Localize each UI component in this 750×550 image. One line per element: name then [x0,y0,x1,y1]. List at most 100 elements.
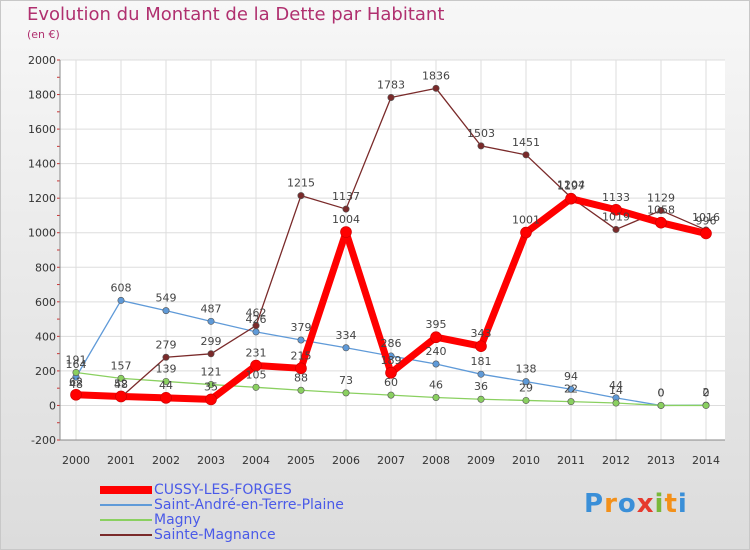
data-point [432,360,440,368]
legend-label: CUSSY-LES-FORGES [154,482,292,498]
logo-letter: P [584,489,605,519]
legend-label: Magny [154,512,201,528]
data-point [610,203,622,216]
data-label: 487 [201,302,222,315]
data-point [522,151,530,159]
data-point [342,344,350,352]
x-tick-label: 2005 [287,454,315,467]
y-tick-label: 1800 [28,89,56,102]
data-label: 426 [246,313,267,326]
data-label: 44 [159,379,173,392]
data-label: 379 [291,321,312,334]
data-label: 62 [69,376,83,389]
data-point [567,385,575,393]
data-point [162,307,170,315]
data-label: 35 [204,380,218,393]
data-point [387,93,395,101]
data-label: 1836 [422,69,450,82]
x-tick-label: 2004 [242,454,270,467]
data-point [297,336,305,344]
data-point [567,398,575,406]
x-tick-label: 2010 [512,454,540,467]
data-point [477,370,485,378]
data-label: 48 [114,378,128,391]
data-point [207,317,215,325]
data-label: 240 [426,345,447,358]
y-tick-label: 1600 [28,123,56,136]
x-tick-label: 2014 [692,454,720,467]
data-point [565,192,577,205]
logo-letter: o [617,489,637,519]
data-point [250,359,262,372]
data-point [655,216,667,229]
data-point [700,227,712,240]
y-tick-label: 2000 [28,54,56,67]
data-point [252,383,260,391]
logo-letter: i [677,489,688,519]
data-label: 121 [201,366,222,379]
data-label: 88 [294,371,308,384]
data-label: 343 [471,327,492,340]
data-label: 1019 [602,210,630,223]
data-point [205,393,217,406]
data-label: 181 [471,355,492,368]
x-tick-label: 2013 [647,454,675,467]
data-label: 1215 [287,177,315,190]
x-tick-label: 2006 [332,454,360,467]
data-label: 1503 [467,127,495,140]
data-point [295,362,307,375]
y-tick-label: 1200 [28,192,56,205]
data-point [657,206,665,214]
data-label: 73 [339,374,353,387]
y-tick-label: 0 [49,399,56,412]
data-label: 189 [381,354,402,367]
data-label: 1137 [332,190,360,203]
legend-item: Sainte-Magnance [100,528,344,543]
data-label: 549 [156,292,177,305]
x-tick-label: 2012 [602,454,630,467]
y-tick-label: -200 [31,434,56,447]
data-point [702,401,710,409]
data-label: 1204 [557,178,585,191]
data-label: 299 [201,335,222,348]
data-point [522,396,530,404]
legend-item: Magny [100,513,344,528]
x-tick-label: 2001 [107,454,135,467]
data-label: 231 [246,347,267,360]
data-point [297,386,305,394]
legend-swatch [100,519,152,521]
x-tick-label: 2007 [377,454,405,467]
data-point [117,374,125,382]
logo-letter: x [636,489,655,519]
data-label: 1197 [557,180,585,193]
y-tick-label: 400 [35,330,56,343]
y-tick-label: 200 [35,365,56,378]
legend-item: CUSSY-LES-FORGES [100,483,344,498]
data-label: 36 [474,380,488,393]
data-label: 157 [111,359,132,372]
data-label: 1004 [332,213,360,226]
data-label: 395 [426,318,447,331]
data-label: 44 [609,379,623,392]
chart-subtitle: (en €) [27,28,60,41]
data-label: 1016 [692,211,720,224]
x-tick-label: 2002 [152,454,180,467]
x-tick-label: 2003 [197,454,225,467]
chart-title: Evolution du Montant de la Dette par Hab… [27,4,445,25]
data-label: 1001 [512,214,540,227]
data-label: 608 [111,281,132,294]
data-point [160,392,172,404]
data-point [522,378,530,386]
chart-legend: CUSSY-LES-FORGES Saint-André-en-Terre-Pla… [100,483,344,543]
data-point [477,142,485,150]
data-point [297,192,305,200]
data-point [385,367,397,379]
x-tick-label: 2011 [557,454,585,467]
data-point [657,401,665,409]
data-label: 94 [564,370,578,383]
proxiti-logo: Proxiti [584,489,688,519]
data-point [432,84,440,92]
data-label: 1783 [377,78,405,91]
data-label: 0 [703,386,710,399]
